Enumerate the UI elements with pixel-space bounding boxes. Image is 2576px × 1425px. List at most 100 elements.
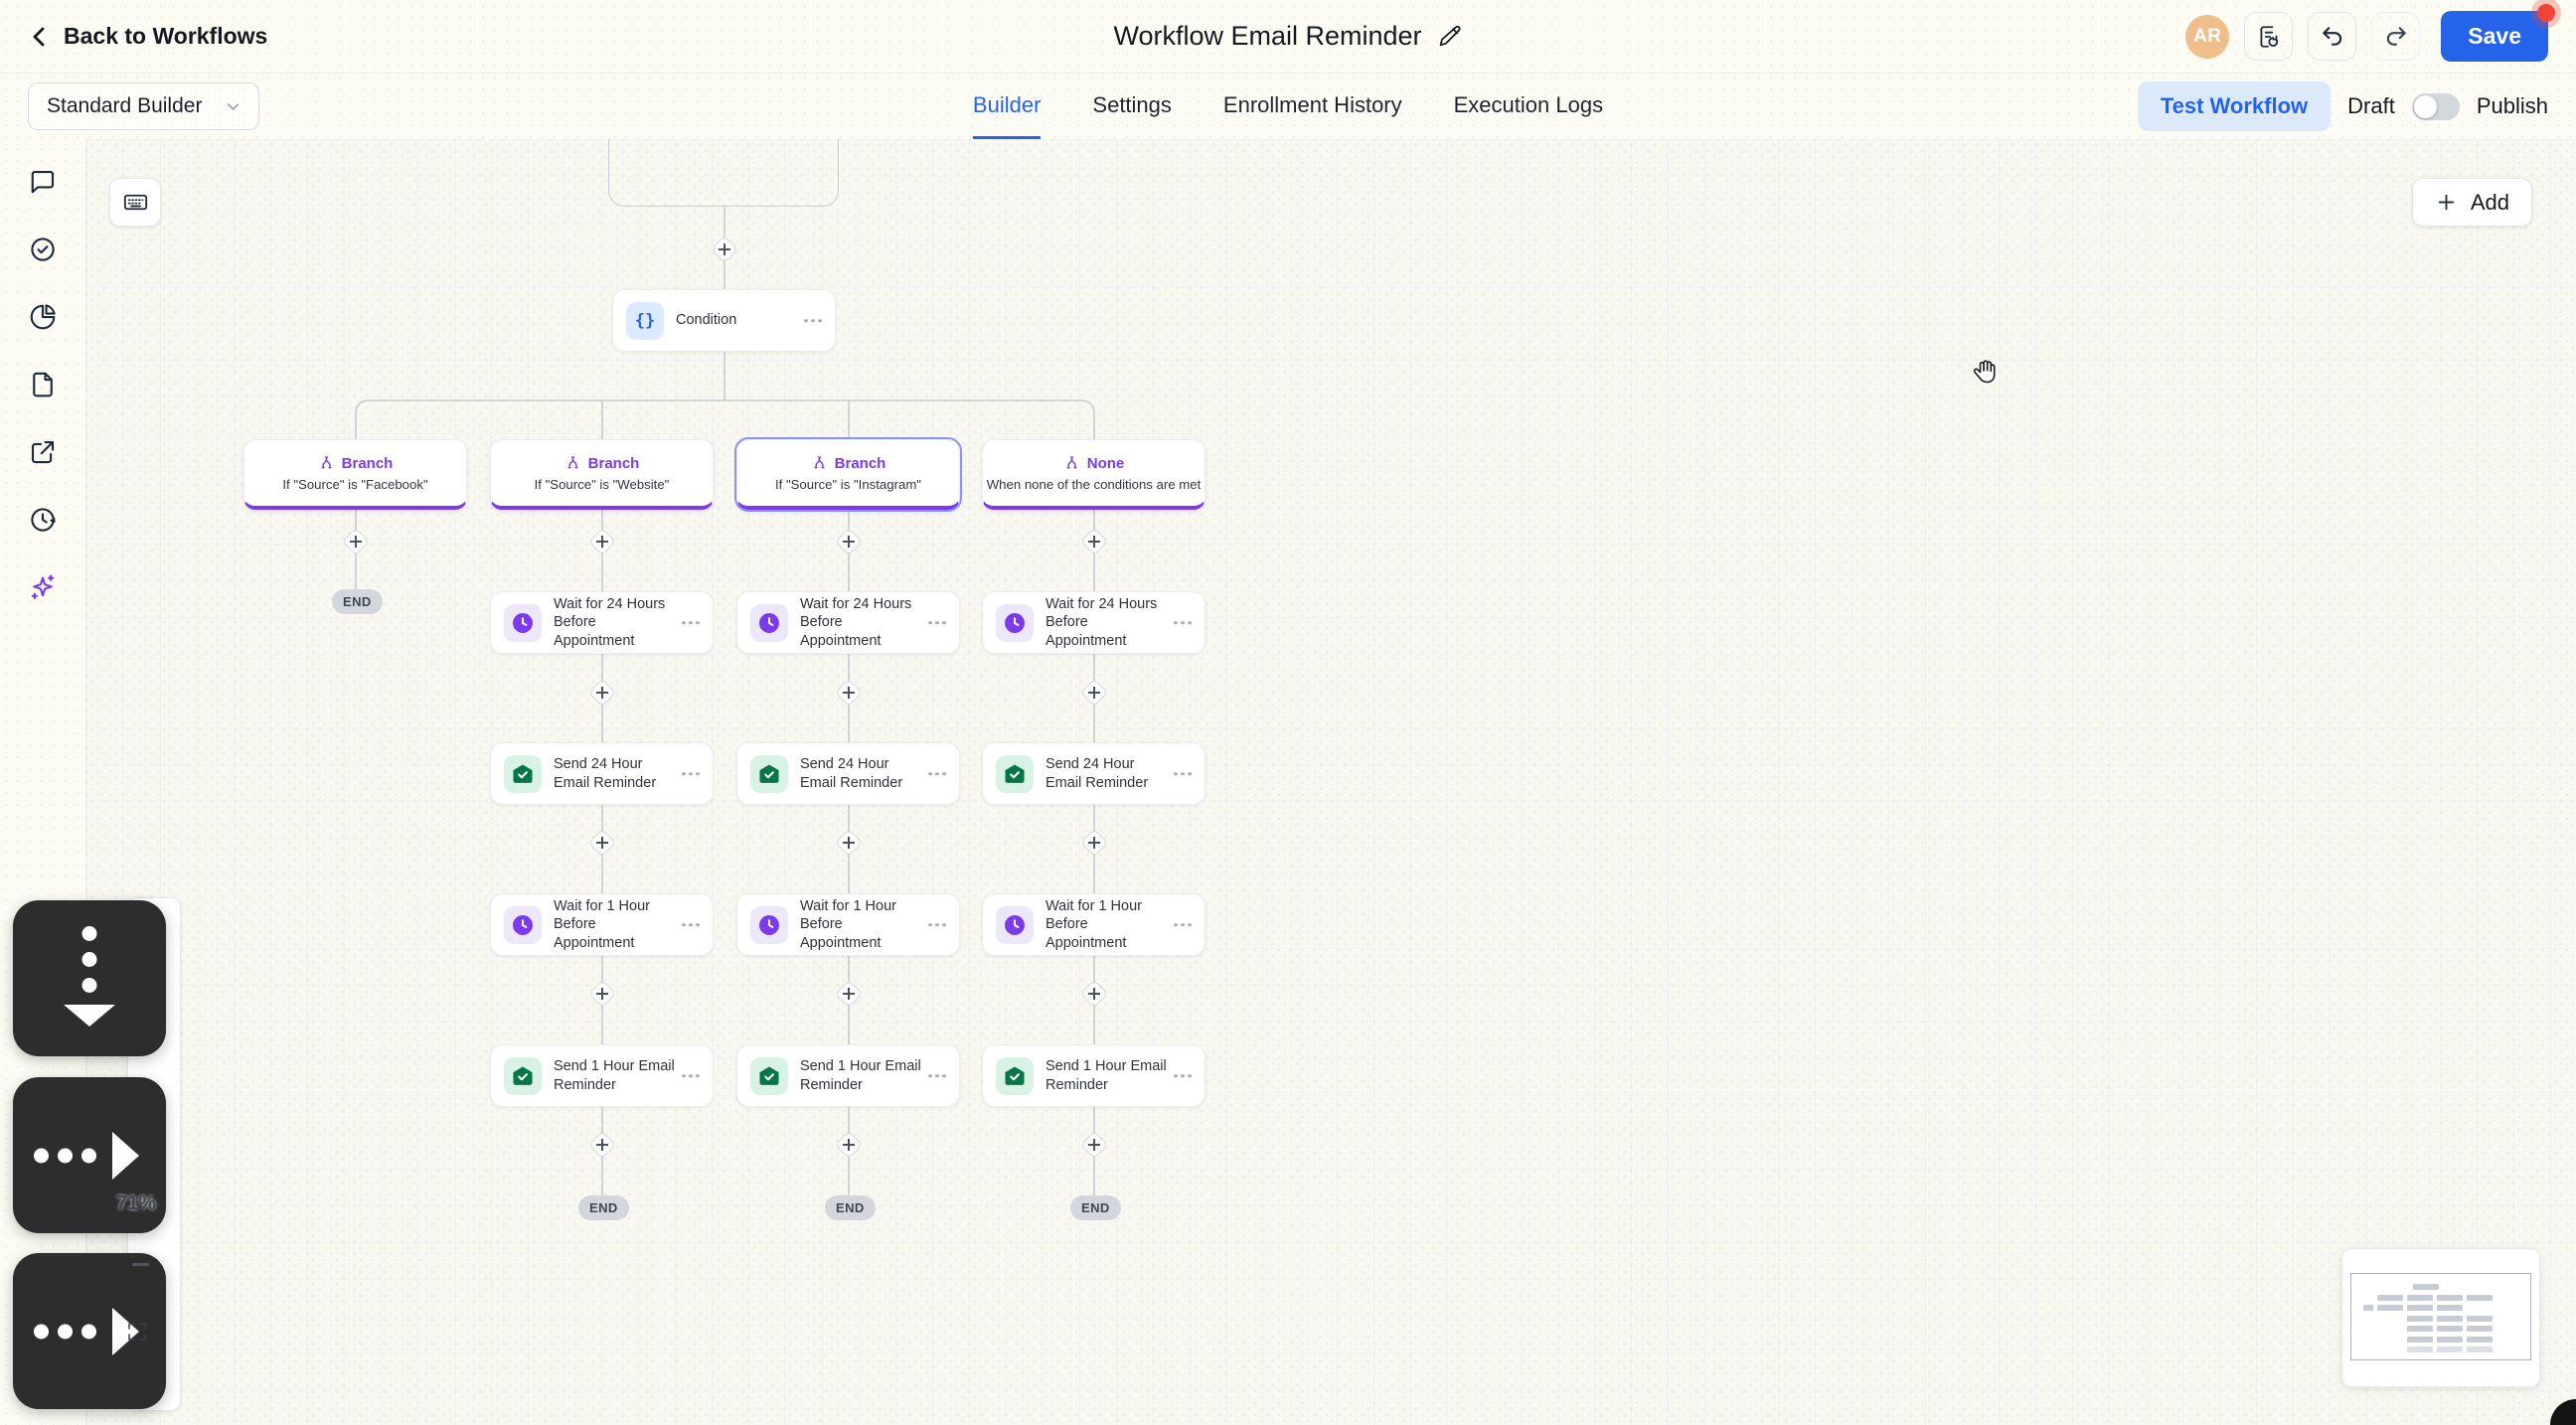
- insert-step-button[interactable]: [1079, 1130, 1109, 1160]
- minimap[interactable]: [2341, 1248, 2540, 1387]
- node-menu-button[interactable]: [682, 771, 700, 776]
- email-icon: [750, 1056, 788, 1095]
- chat-bubble-icon: [31, 170, 55, 194]
- insert-step-button[interactable]: [1079, 678, 1109, 708]
- add-button-label: Add: [2470, 189, 2509, 215]
- version-history-button[interactable]: [2244, 12, 2294, 61]
- undo-button[interactable]: [2308, 12, 2357, 61]
- insert-step-button[interactable]: [1079, 979, 1109, 1009]
- email-icon: [750, 754, 788, 793]
- insert-step-button[interactable]: [587, 1130, 617, 1160]
- branch-condition-label: If "Source" is "Facebook": [282, 476, 428, 492]
- insert-step-button[interactable]: [587, 678, 617, 708]
- branch-node-facebook[interactable]: Branch If "Source" is "Facebook": [243, 439, 467, 510]
- sidebar-item-history[interactable]: [26, 503, 60, 537]
- add-node-button[interactable]: Add: [2411, 178, 2532, 227]
- wait-24h-node[interactable]: Wait for 24 Hours Before Appointment: [490, 591, 714, 654]
- wait-24h-node[interactable]: Wait for 24 Hours Before Appointment: [736, 591, 960, 654]
- insert-step-button[interactable]: [587, 979, 617, 1009]
- wait-1h-node[interactable]: Wait for 1 Hour Before Appointment: [982, 893, 1206, 956]
- insert-step-button[interactable]: [834, 1130, 864, 1160]
- branch-icon: [1066, 455, 1077, 468]
- insert-step-button[interactable]: [834, 527, 864, 556]
- builder-mode-select[interactable]: Standard Builder: [28, 82, 259, 130]
- workflow-title-group: Workflow Email Reminder: [1113, 21, 1462, 52]
- email-icon: [996, 1056, 1034, 1095]
- back-to-workflows-button[interactable]: Back to Workflows: [28, 23, 267, 50]
- insert-step-button[interactable]: [710, 235, 739, 264]
- branch-node-instagram[interactable]: Branch If "Source" is "Instagram": [734, 437, 962, 512]
- insert-step-button[interactable]: [1079, 828, 1109, 858]
- chevron-down-icon: [227, 102, 240, 110]
- redo-button[interactable]: [2371, 12, 2421, 61]
- fit-view-icon[interactable]: [125, 1320, 149, 1344]
- tab-settings[interactable]: Settings: [1092, 91, 1172, 117]
- file-icon: [33, 372, 53, 397]
- node-menu-button[interactable]: [682, 620, 700, 625]
- branch-node-website[interactable]: Branch If "Source" is "Website": [490, 439, 714, 510]
- condition-node[interactable]: {} Condition: [612, 289, 836, 352]
- node-menu-button[interactable]: [1174, 620, 1192, 625]
- send-1h-email-node[interactable]: Send 1 Hour Email Reminder: [490, 1044, 714, 1107]
- chevron-left-icon: [33, 27, 45, 46]
- sidebar-item-ai-assistant[interactable]: [26, 570, 60, 604]
- branch-condition-label: If "Source" is "Website": [534, 476, 670, 492]
- pie-chart-icon: [30, 304, 56, 330]
- sidebar-item-checks[interactable]: [26, 233, 60, 266]
- insert-step-button[interactable]: [587, 527, 617, 556]
- insert-step-button[interactable]: [834, 828, 864, 858]
- send-24h-email-node[interactable]: Send 24 Hour Email Reminder: [736, 742, 960, 805]
- node-title: Send 24 Hour Email Reminder: [554, 755, 657, 791]
- node-title: Send 24 Hour Email Reminder: [1046, 755, 1149, 791]
- user-avatar[interactable]: AR: [2185, 14, 2230, 59]
- node-menu-button[interactable]: [928, 922, 946, 927]
- node-menu-button[interactable]: [928, 620, 946, 625]
- publish-toggle[interactable]: [2411, 92, 2460, 120]
- branch-type-label: None: [1086, 454, 1125, 472]
- keyboard-shortcuts-button[interactable]: [109, 178, 161, 227]
- test-workflow-button[interactable]: Test Workflow: [2137, 81, 2332, 131]
- insert-step-button[interactable]: [341, 527, 371, 556]
- sidebar-item-comments[interactable]: [26, 165, 60, 199]
- branch-type-row: None: [1063, 454, 1125, 472]
- sidebar-item-analytics[interactable]: [26, 300, 60, 334]
- plus-icon: [2438, 194, 2455, 211]
- workflow-canvas[interactable]: Add {} Condition Branch If "Source" is "…: [85, 139, 2576, 1425]
- sidebar-item-documents[interactable]: [26, 368, 60, 401]
- insert-step-button[interactable]: [834, 979, 864, 1009]
- node-menu-button[interactable]: [682, 1073, 700, 1078]
- condition-icon: {}: [626, 301, 664, 340]
- node-menu-button[interactable]: [1174, 922, 1192, 927]
- tab-enrollment-history[interactable]: Enrollment History: [1222, 91, 1402, 117]
- node-menu-button[interactable]: [682, 922, 700, 927]
- trigger-node-partial[interactable]: [608, 139, 839, 207]
- send-24h-email-node[interactable]: Send 24 Hour Email Reminder: [490, 742, 714, 805]
- zoom-out-icon[interactable]: [132, 1263, 149, 1266]
- branch-node-none[interactable]: None When none of the conditions are met: [982, 439, 1206, 510]
- insert-step-button[interactable]: [1079, 527, 1109, 556]
- node-menu-button[interactable]: [928, 1073, 946, 1078]
- node-menu-button[interactable]: [804, 318, 822, 323]
- publish-label: Publish: [2476, 93, 2548, 118]
- send-24h-email-node[interactable]: Send 24 Hour Email Reminder: [982, 742, 1206, 805]
- wait-24h-node[interactable]: Wait for 24 Hours Before Appointment: [982, 591, 1206, 654]
- vertical-dots-icon: [81, 926, 97, 993]
- save-button[interactable]: Save: [2441, 4, 2555, 62]
- edit-title-pencil-icon[interactable]: [1438, 24, 1463, 49]
- tab-builder[interactable]: Builder: [972, 74, 1042, 139]
- send-1h-email-node[interactable]: Send 1 Hour Email Reminder: [736, 1044, 960, 1107]
- insert-step-button[interactable]: [587, 828, 617, 858]
- node-title: Wait for 24 Hours Before Appointment: [800, 595, 912, 649]
- top-header: Back to Workflows Workflow Email Reminde…: [0, 0, 2576, 74]
- wait-1h-node[interactable]: Wait for 1 Hour Before Appointment: [490, 893, 714, 956]
- arrow-right-icon: [112, 1307, 139, 1355]
- wait-1h-node[interactable]: Wait for 1 Hour Before Appointment: [736, 893, 960, 956]
- send-1h-email-node[interactable]: Send 1 Hour Email Reminder: [982, 1044, 1206, 1107]
- sidebar-item-external-link[interactable]: [26, 435, 60, 469]
- node-menu-button[interactable]: [1174, 1073, 1192, 1078]
- node-menu-button[interactable]: [928, 771, 946, 776]
- node-menu-button[interactable]: [1174, 771, 1192, 776]
- tab-execution-logs[interactable]: Execution Logs: [1453, 91, 1604, 117]
- insert-step-button[interactable]: [834, 678, 864, 708]
- check-circle-icon: [31, 238, 55, 261]
